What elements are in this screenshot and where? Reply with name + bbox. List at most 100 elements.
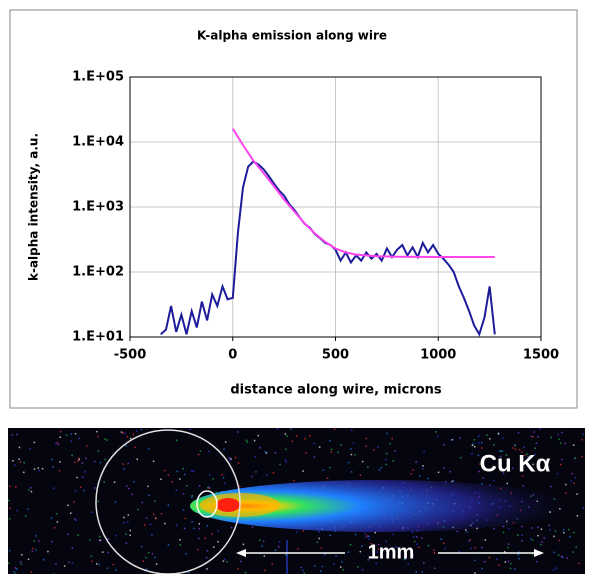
noise-dot [316, 541, 318, 543]
noise-dot [191, 496, 193, 499]
noise-dot [8, 518, 11, 520]
noise-dot [385, 458, 387, 461]
noise-dot [16, 433, 18, 436]
noise-dot [517, 431, 520, 434]
noise-dot [571, 472, 573, 475]
noise-dot [391, 437, 393, 440]
noise-dot [320, 570, 322, 572]
noise-dot [242, 543, 245, 546]
noise-dot [433, 549, 435, 551]
noise-dot [371, 546, 374, 549]
noise-dot [386, 432, 388, 435]
noise-dot [132, 433, 134, 436]
noise-dot [385, 540, 387, 543]
noise-dot [531, 539, 534, 541]
noise-dot [558, 539, 561, 542]
noise-dot [152, 460, 155, 463]
noise-dot [129, 534, 131, 536]
noise-dot [335, 555, 337, 558]
noise-dot [361, 460, 364, 463]
noise-dot [127, 462, 129, 465]
noise-dot [52, 487, 55, 489]
noise-dot [531, 527, 533, 529]
noise-dot [340, 566, 342, 568]
noise-dot [479, 463, 481, 465]
noise-dot [272, 472, 275, 474]
noise-dot [300, 566, 302, 569]
noise-dot [493, 527, 495, 530]
noise-dot [514, 568, 516, 570]
noise-dot [407, 562, 409, 565]
noise-dot [285, 461, 287, 463]
x-tick-label: 1000 [420, 348, 456, 363]
noise-dot [565, 492, 567, 494]
noise-dot [474, 572, 476, 574]
noise-dot [18, 446, 21, 449]
noise-dot [566, 557, 568, 559]
noise-dot [377, 446, 379, 448]
noise-dot [350, 448, 352, 450]
noise-dot [34, 549, 37, 551]
noise-dot [255, 471, 257, 473]
image-label: Cu Kα [480, 450, 551, 477]
noise-dot [357, 566, 359, 568]
noise-dot [493, 444, 495, 446]
noise-dot [113, 481, 116, 483]
noise-dot [468, 540, 470, 542]
noise-dot [65, 434, 68, 436]
noise-dot [403, 558, 406, 561]
noise-dot [147, 448, 150, 450]
noise-dot [59, 430, 62, 433]
noise-dot [459, 437, 461, 439]
noise-dot [421, 571, 423, 573]
noise-dot [501, 450, 504, 452]
noise-dot [498, 450, 501, 452]
noise-dot [189, 428, 191, 431]
noise-dot [71, 454, 73, 457]
noise-dot [412, 554, 414, 556]
noise-dot [99, 539, 101, 541]
noise-dot [361, 568, 364, 571]
noise-dot [521, 468, 523, 470]
data-line [231, 128, 495, 258]
noise-dot [518, 551, 520, 553]
noise-dot [19, 461, 22, 463]
noise-dot [561, 431, 563, 434]
noise-dot [297, 548, 299, 550]
noise-dot [115, 534, 117, 537]
noise-dot [98, 563, 100, 566]
noise-dot [90, 555, 93, 558]
noise-dot [302, 569, 304, 572]
noise-dot [11, 434, 14, 436]
noise-dot [532, 436, 534, 438]
noise-dot [370, 543, 372, 545]
noise-dot [16, 568, 18, 570]
noise-dot [421, 537, 423, 539]
noise-dot [264, 451, 267, 453]
noise-dot [245, 439, 248, 442]
noise-dot [30, 490, 33, 493]
noise-dot [78, 437, 80, 440]
noise-dot [52, 466, 54, 468]
noise-dot [19, 561, 22, 563]
noise-dot [8, 499, 10, 502]
noise-dot [509, 567, 512, 570]
noise-dot [112, 563, 115, 566]
noise-dot [478, 470, 480, 473]
noise-dot [151, 534, 153, 536]
noise-dot [215, 491, 217, 494]
noise-dot [14, 567, 17, 569]
noise-dot [71, 562, 74, 564]
noise-dot [76, 476, 78, 479]
noise-dot [160, 478, 162, 480]
noise-dot [502, 472, 505, 474]
noise-dot [530, 435, 532, 438]
noise-dot [91, 560, 93, 562]
noise-dot [554, 530, 557, 532]
noise-dot [126, 485, 128, 487]
noise-dot [265, 452, 268, 454]
noise-dot [573, 457, 576, 460]
noise-dot [556, 472, 559, 475]
noise-dot [198, 485, 201, 487]
noise-dot [440, 538, 442, 540]
